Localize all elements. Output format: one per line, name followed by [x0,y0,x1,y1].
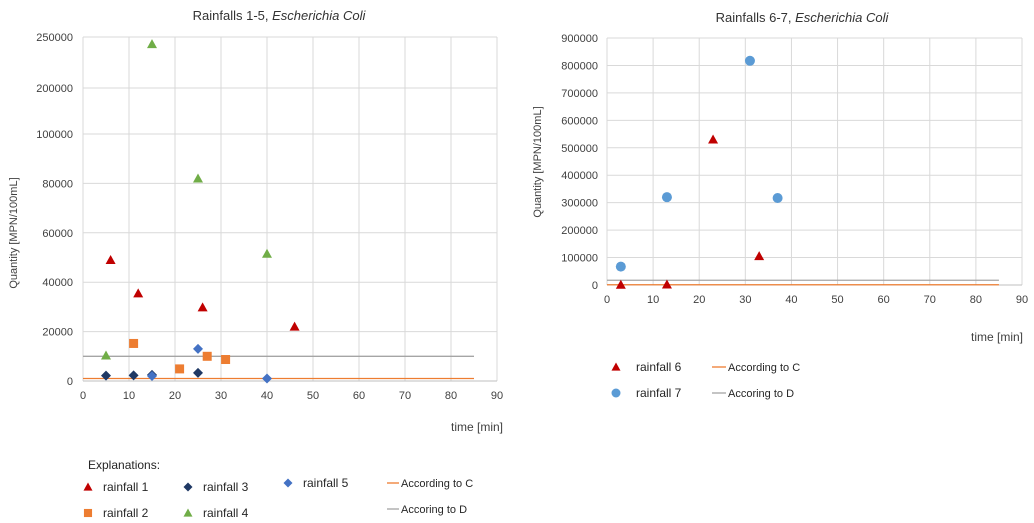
chart1-legend: rainfall 1 rainfall 2 rainfall 3 rainfall 4… [83,476,473,520]
chart2-legend-label: rainfall 6 [636,360,682,374]
chart2-point-rainfall-6 [708,134,719,144]
chart2-y-tick-label: 300000 [561,198,598,210]
chart2-legend: rainfall 6 rainfall 7 According to C Accori… [611,360,800,400]
chart1-legend-label: rainfall 3 [203,480,249,494]
chart1-y-tick-label: 0 [67,376,73,388]
chart1-x-tick-label: 80 [445,390,457,402]
chart1-y-tick-label: 200000 [36,83,73,95]
chart2-x-tick-label: 70 [924,294,936,306]
chart2-x-tick-label: 50 [831,294,843,306]
chart2-x-tick-label: 40 [785,294,797,306]
chart2-title: Rainfalls 6-7, Escherichia Coli [716,10,890,25]
chart2-point-rainfall-6 [661,279,672,289]
chart1-point-rainfall-4 [262,248,272,258]
chart1-legend-marker [83,482,93,491]
chart1-x-tick-label: 90 [491,390,503,402]
chart2-x-tick-label: 60 [878,294,890,306]
chart1-y-tick-label: 60000 [42,228,73,240]
chart1-title: Rainfalls 1-5, Escherichia Coli [193,8,367,23]
chart1-legend-marker [183,508,193,517]
chart2-x-tick-label: 20 [693,294,705,306]
chart2-y-tick-label: 500000 [561,143,598,155]
chart2-x-tick-label: 10 [647,294,659,306]
chart1-legend-label: rainfall 2 [103,506,149,520]
chart1-x-tick-label: 50 [307,390,319,402]
chart1-y-tick-label: 40000 [42,277,73,289]
chart1-legend-marker [183,482,193,492]
chart1-x-tick-label: 40 [261,390,273,402]
chart1-legend-line-label: Accoring to D [401,504,467,516]
chart2-y-tick-label: 700000 [561,88,598,100]
chart2-legend-line-label: Accoring to D [728,388,794,400]
chart1-point-rainfall-4 [101,350,111,360]
chart2-point-rainfall-6 [615,279,626,289]
chart1-x-tick-label: 0 [80,390,86,402]
chart1-point-rainfall-3 [193,367,203,378]
chart2-x-tick-label: 80 [970,294,982,306]
chart2-point-rainfall-7 [661,192,672,203]
chart1-x-tick-label: 70 [399,390,411,402]
chart1-point-rainfall-2 [129,338,139,348]
chart1-point-rainfall-5 [262,373,272,384]
chart2-point-rainfall-7 [772,193,783,204]
chart2-x-axis-label: time [min] [971,330,1023,344]
chart2-x-tick-label: 30 [739,294,751,306]
chart1-point-rainfall-1 [105,254,116,264]
chart2-y-tick-label: 0 [592,280,598,292]
chart1-point-rainfall-1 [133,288,144,298]
chart2-y-tick-label: 800000 [561,60,598,72]
chart2-plot-area: 0 10 20 30 40 50 60 70 80 90 0 100000 200000 300000 40… [561,33,1028,306]
chart2-y-tick-label: 200000 [561,225,598,237]
chart2-point-rainfall-7 [744,55,755,66]
chart1-point-rainfall-1 [289,321,300,331]
chart1-y-tick-label: 20000 [42,327,73,339]
chart1-legend-marker [83,508,93,518]
chart2-legend-marker [611,388,621,398]
chart2-point-rainfall-7 [615,261,626,272]
chart1-y-axis-label: Quantity [MPN/100mL] [8,177,20,288]
chart1-legend-marker [283,478,293,488]
chart1-y-tick-label: 80000 [42,178,73,190]
chart1-point-rainfall-2 [221,355,231,365]
chart1-legend-label: rainfall 4 [203,506,249,520]
chart2-y-axis-label: Quantity [MPN/100mL] [532,106,544,217]
chart1-x-tick-label: 20 [169,390,181,402]
chart1-legend-heading: Explanations: [88,458,160,472]
chart1-point-rainfall-5 [147,371,157,382]
chart2-y-tick-label: 600000 [561,115,598,127]
chart2-x-tick-label: 0 [604,294,610,306]
chart2-y-tick-label: 900000 [561,33,598,45]
chart2-legend-label: rainfall 7 [636,386,682,400]
chart1-point-rainfall-3 [101,370,111,381]
chart2-point-rainfall-6 [754,251,765,261]
chart1-point-rainfall-2 [202,351,212,361]
chart1-plot-area: 0 10 20 30 40 50 60 70 80 90 0 20000 40000 60000 80000… [36,32,503,402]
chart1-point-rainfall-4 [147,39,157,49]
chart1-legend-label: rainfall 5 [303,476,349,490]
chart2-y-tick-label: 100000 [561,253,598,265]
chart2-legend-line-label: According to C [728,362,800,374]
chart2-y-tick-label: 400000 [561,170,598,182]
chart1-point-rainfall-3 [128,370,139,381]
chart1-y-tick-label: 250000 [36,32,73,44]
chart1-legend-label: rainfall 1 [103,480,149,494]
chart1-point-rainfall-5 [193,343,203,354]
chart1-point-rainfall-2 [175,364,185,374]
chart1-y-tick-label: 100000 [36,129,73,141]
chart2-legend-marker [611,362,621,371]
chart1-x-tick-label: 30 [215,390,227,402]
chart1-x-tick-label: 10 [123,390,135,402]
chart1-legend-line-label: According to C [401,478,473,490]
chart1-point-rainfall-4 [193,173,203,183]
chart1-point-rainfall-1 [197,302,208,312]
chart1-x-axis-label: time [min] [451,420,503,434]
chart1-x-tick-label: 60 [353,390,365,402]
chart2-x-tick-label: 90 [1016,294,1028,306]
